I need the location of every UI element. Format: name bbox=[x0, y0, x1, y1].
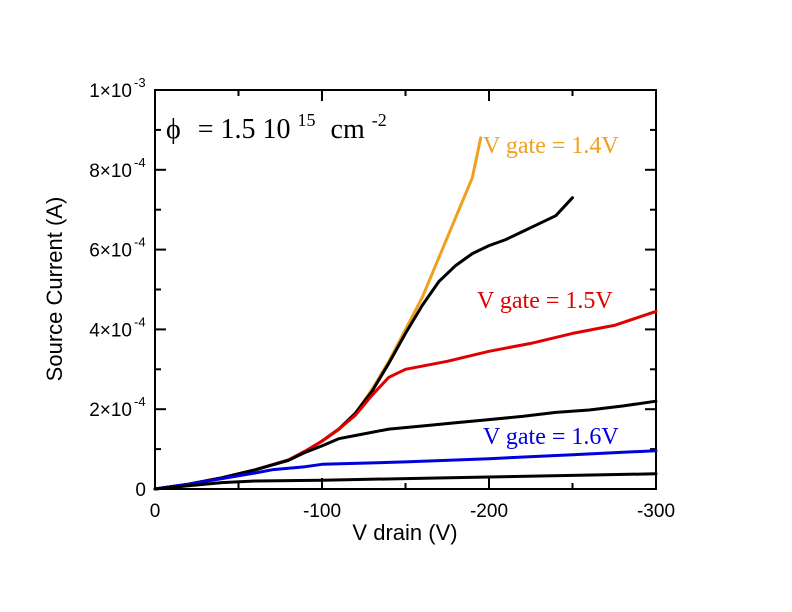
dose-value: = 1.5 10 bbox=[198, 114, 291, 145]
x-tick-label: -200 bbox=[470, 501, 508, 522]
y-tick-labels: 02×10 -44×10 -46×10 -48×10 -41×10 -3 bbox=[89, 75, 146, 501]
series-line-3 bbox=[153, 399, 658, 491]
series-line-4 bbox=[153, 449, 658, 491]
series-label-1-5v: V gate = 1.5V bbox=[477, 288, 613, 314]
y-tick-label: 8×10 bbox=[89, 161, 132, 182]
y-tick-label: 0 bbox=[135, 480, 146, 501]
y-tick-label-exponent: -4 bbox=[134, 314, 146, 329]
x-tick-label: -300 bbox=[637, 501, 675, 522]
phi-symbol: ϕ bbox=[166, 114, 181, 145]
series-line-5 bbox=[153, 472, 658, 491]
axis-ticks bbox=[154, 89, 657, 490]
y-tick-label-exponent: -3 bbox=[134, 75, 146, 90]
dose-unit-exponent: -2 bbox=[372, 110, 387, 130]
dose-annotation: ϕ = 1.5 10 15 cm -2 bbox=[166, 102, 387, 145]
y-tick-label-exponent: -4 bbox=[134, 155, 146, 170]
x-tick-labels: 0 -100 -200 -300 bbox=[150, 501, 675, 522]
series-label-1-6v: V gate = 1.6V bbox=[483, 424, 619, 450]
y-tick-label: 1×10 bbox=[89, 81, 132, 102]
x-tick-label: -100 bbox=[303, 501, 341, 522]
x-axis-title: V drain (V) bbox=[352, 520, 457, 545]
x-tick-label: 0 bbox=[150, 501, 161, 522]
dose-unit: cm bbox=[331, 114, 365, 145]
y-tick-label: 6×10 bbox=[89, 241, 132, 262]
y-axis-title: Source Current (A) bbox=[42, 197, 67, 382]
dose-exponent: 15 bbox=[298, 110, 316, 130]
y-tick-label-exponent: -4 bbox=[134, 394, 146, 409]
y-tick-label: 4×10 bbox=[89, 320, 132, 341]
series-layer bbox=[153, 136, 658, 491]
y-tick-label-exponent: -4 bbox=[134, 235, 146, 250]
series-label-1-4v: V gate = 1.4V bbox=[483, 133, 619, 159]
y-tick-label: 2×10 bbox=[89, 400, 132, 421]
series-line-0 bbox=[153, 136, 483, 491]
